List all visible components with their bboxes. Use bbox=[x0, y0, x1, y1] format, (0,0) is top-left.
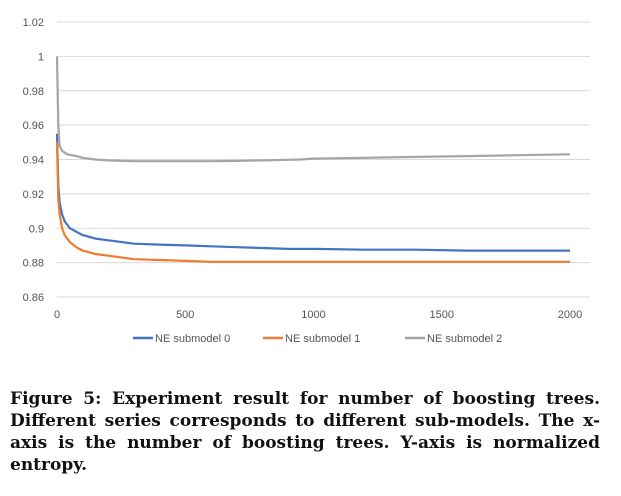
legend-label: NE submodel 2 bbox=[427, 333, 502, 345]
y-tick-label: 0.94 bbox=[23, 155, 44, 167]
x-tick-label: 500 bbox=[176, 309, 194, 321]
series-line-0 bbox=[55, 133, 570, 252]
y-tick-label: 0.88 bbox=[23, 258, 44, 270]
x-tick-label: 2000 bbox=[558, 309, 582, 321]
x-tick-label: 1000 bbox=[301, 309, 325, 321]
series-lines bbox=[55, 56, 571, 263]
legend-label: NE submodel 0 bbox=[155, 333, 230, 345]
x-tick-label: 1500 bbox=[430, 309, 454, 321]
y-tick-label: 0.92 bbox=[23, 189, 44, 201]
y-tick-label: 1.02 bbox=[23, 17, 44, 29]
series-line-2 bbox=[55, 56, 571, 163]
legend-label: NE submodel 1 bbox=[285, 333, 360, 345]
y-tick-label: 0.98 bbox=[23, 86, 44, 98]
y-tick-label: 1 bbox=[38, 51, 44, 63]
legend: NE submodel 0 NE submodel 1 NE submodel 2 bbox=[133, 333, 502, 345]
figure-caption: Figure 5: Experiment result for number o… bbox=[10, 389, 600, 475]
y-tick-label: 0.86 bbox=[23, 292, 44, 304]
y-axis: 0.86 0.88 0.9 0.92 0.94 0.96 0.98 1 1.02 bbox=[23, 17, 44, 304]
line-chart: 0.86 0.88 0.9 0.92 0.94 0.96 0.98 1 1.02 0 500 100… bbox=[23, 17, 590, 345]
x-axis: 0 500 1000 1500 2000 bbox=[54, 309, 582, 321]
x-tick-label: 0 bbox=[54, 309, 60, 321]
y-tick-label: 0.96 bbox=[23, 120, 44, 132]
series-line-1 bbox=[55, 142, 570, 263]
y-tick-label: 0.9 bbox=[29, 223, 44, 235]
